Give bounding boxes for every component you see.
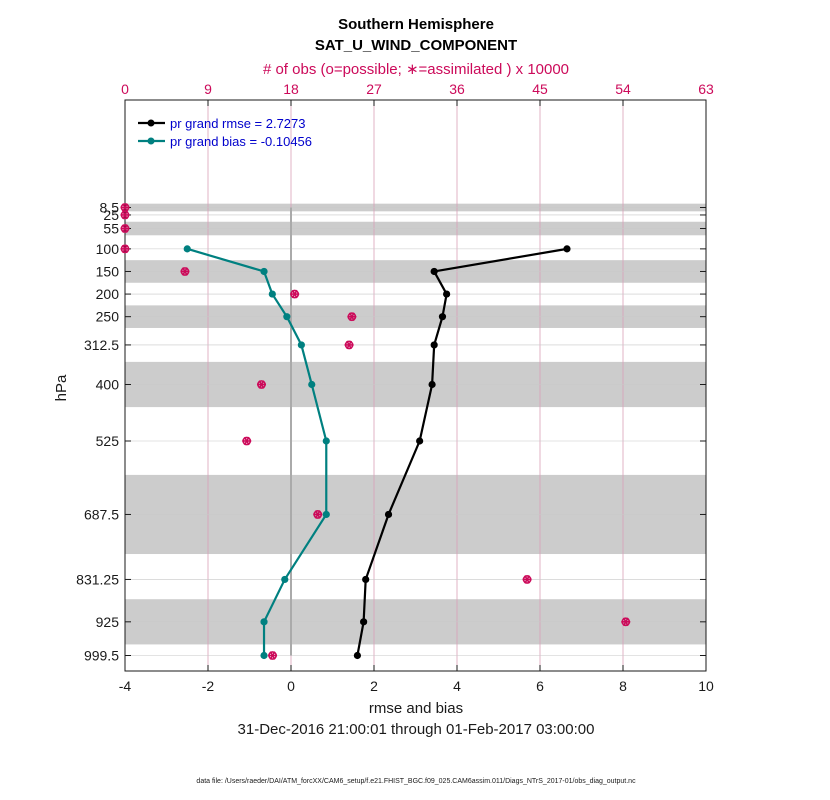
asterisk-stroke xyxy=(291,289,298,299)
bias-point xyxy=(283,313,291,321)
bias-point xyxy=(268,290,276,298)
asterisk-stroke xyxy=(122,244,128,254)
rmse-point xyxy=(430,341,438,349)
obs-assimilated-marker xyxy=(120,203,130,212)
y-tick-label: 999.5 xyxy=(84,648,119,664)
rmse-point xyxy=(416,437,424,445)
top-tick-label: 63 xyxy=(698,81,714,97)
x-tick-label: 2 xyxy=(370,678,378,694)
bias-point xyxy=(183,245,191,253)
x-tick-label: 0 xyxy=(287,678,295,694)
bias-point xyxy=(297,341,305,349)
obs-assimilated-marker xyxy=(268,651,278,660)
asterisk-stroke xyxy=(182,267,188,276)
axis-ticks: -4 -2 0 2 4 6 8 100 9 18 27 36 45 54 638.5255510015020… xyxy=(76,81,714,694)
asterisk-stroke xyxy=(122,210,128,220)
top-tick-label: 18 xyxy=(283,81,299,97)
x-axis-label: rmse and bias xyxy=(369,700,463,717)
series xyxy=(183,245,571,660)
obs-assimilated-marker xyxy=(522,575,532,584)
x-tick-label: -4 xyxy=(119,678,132,694)
chart-subtitle: SAT_U_WIND_COMPONENT xyxy=(315,37,517,54)
bias-point xyxy=(260,651,268,660)
rmse-point xyxy=(563,245,571,253)
rmse-point xyxy=(362,575,370,584)
x-tick-label: 8 xyxy=(619,678,627,694)
bias-point xyxy=(322,510,330,519)
asterisk-stroke xyxy=(348,312,355,321)
asterisk-stroke xyxy=(346,340,353,350)
x-tick-label: -2 xyxy=(202,678,215,694)
legend-rmse-marker xyxy=(147,119,155,127)
date-range: 31-Dec-2016 21:00:01 through 01-Feb-2017… xyxy=(238,721,595,738)
asterisk-stroke xyxy=(122,203,128,212)
bias-point xyxy=(281,575,289,584)
obs-assimilated-marker xyxy=(120,244,130,254)
y-tick-label: 525 xyxy=(96,433,120,449)
rmse-point xyxy=(443,290,451,298)
y-tick-label: 8.5 xyxy=(100,200,120,216)
asterisk-stroke xyxy=(243,436,250,446)
rmse-point xyxy=(360,618,368,626)
rmse-point xyxy=(438,313,447,321)
rmse-point xyxy=(353,651,361,660)
top-axis-label: # of obs (o=possible; ∗=assimilated ) x … xyxy=(263,61,569,78)
legend-bias-marker xyxy=(147,137,155,145)
asterisk-stroke xyxy=(258,380,265,389)
top-tick-label: 0 xyxy=(121,81,129,97)
asterisk-stroke xyxy=(122,224,128,233)
bias-point xyxy=(322,437,330,445)
plot-frame xyxy=(124,99,707,672)
x-tick-label: 10 xyxy=(698,678,714,694)
y-tick-label: 55 xyxy=(103,221,119,237)
obs-assimilated-marker xyxy=(344,340,354,350)
y-tick-label: 312.5 xyxy=(84,337,119,353)
bias-point xyxy=(308,380,316,389)
y-tick-label: 250 xyxy=(96,309,120,325)
asterisk-stroke xyxy=(622,617,629,627)
y-tick-label: 687.5 xyxy=(84,506,119,522)
legend: pr grand rmse = 2.7273 pr grand bias = -… xyxy=(138,116,312,149)
y-tick-label: 150 xyxy=(96,263,120,279)
asterisk-stroke xyxy=(524,575,531,584)
obs-assimilated-marker xyxy=(120,210,130,220)
data-file-footer: data file: /Users/raeder/DAI/ATM_forcXX/… xyxy=(196,778,636,785)
y-tick-label: 25 xyxy=(103,207,119,223)
y-tick-label: 925 xyxy=(96,614,120,630)
grid xyxy=(125,100,706,671)
rmse-point xyxy=(430,267,438,276)
rmse-point xyxy=(428,380,436,389)
y-tick-label: 100 xyxy=(96,241,120,257)
top-tick-label: 9 xyxy=(204,81,212,97)
obs-assimilated-marker xyxy=(347,312,357,321)
obs-assimilated-marker xyxy=(180,267,190,276)
obs-assimilated-marker xyxy=(256,380,266,389)
chart-title: Southern Hemisphere xyxy=(338,16,494,33)
y-tick-label: 400 xyxy=(96,376,120,392)
shaded-bands xyxy=(125,203,706,645)
top-tick-label: 45 xyxy=(532,81,548,97)
top-tick-label: 27 xyxy=(366,81,382,97)
obs-assimilated-marker xyxy=(290,289,300,299)
y-tick-label: 831.25 xyxy=(76,571,119,587)
legend-bias-label: pr grand bias = -0.10456 xyxy=(170,134,312,149)
asterisk-stroke xyxy=(314,510,321,519)
obs-assimilated-marker xyxy=(242,436,252,446)
bias-point xyxy=(260,267,268,276)
bias-point xyxy=(260,618,268,626)
top-tick-label: 54 xyxy=(615,81,631,97)
obs-count-markers xyxy=(120,203,631,660)
y-axis-label: hPa xyxy=(53,374,70,401)
legend-rmse-label: pr grand rmse = 2.7273 xyxy=(170,116,306,131)
top-tick-label: 36 xyxy=(449,81,465,97)
rmse-point xyxy=(384,510,393,519)
obs-assimilated-marker xyxy=(621,617,631,627)
obs-assimilated-marker xyxy=(120,224,130,233)
x-tick-label: 6 xyxy=(536,678,544,694)
y-tick-label: 200 xyxy=(96,286,120,302)
x-tick-label: 4 xyxy=(453,678,461,694)
obs-assimilated-marker xyxy=(313,510,323,519)
asterisk-stroke xyxy=(269,651,276,660)
